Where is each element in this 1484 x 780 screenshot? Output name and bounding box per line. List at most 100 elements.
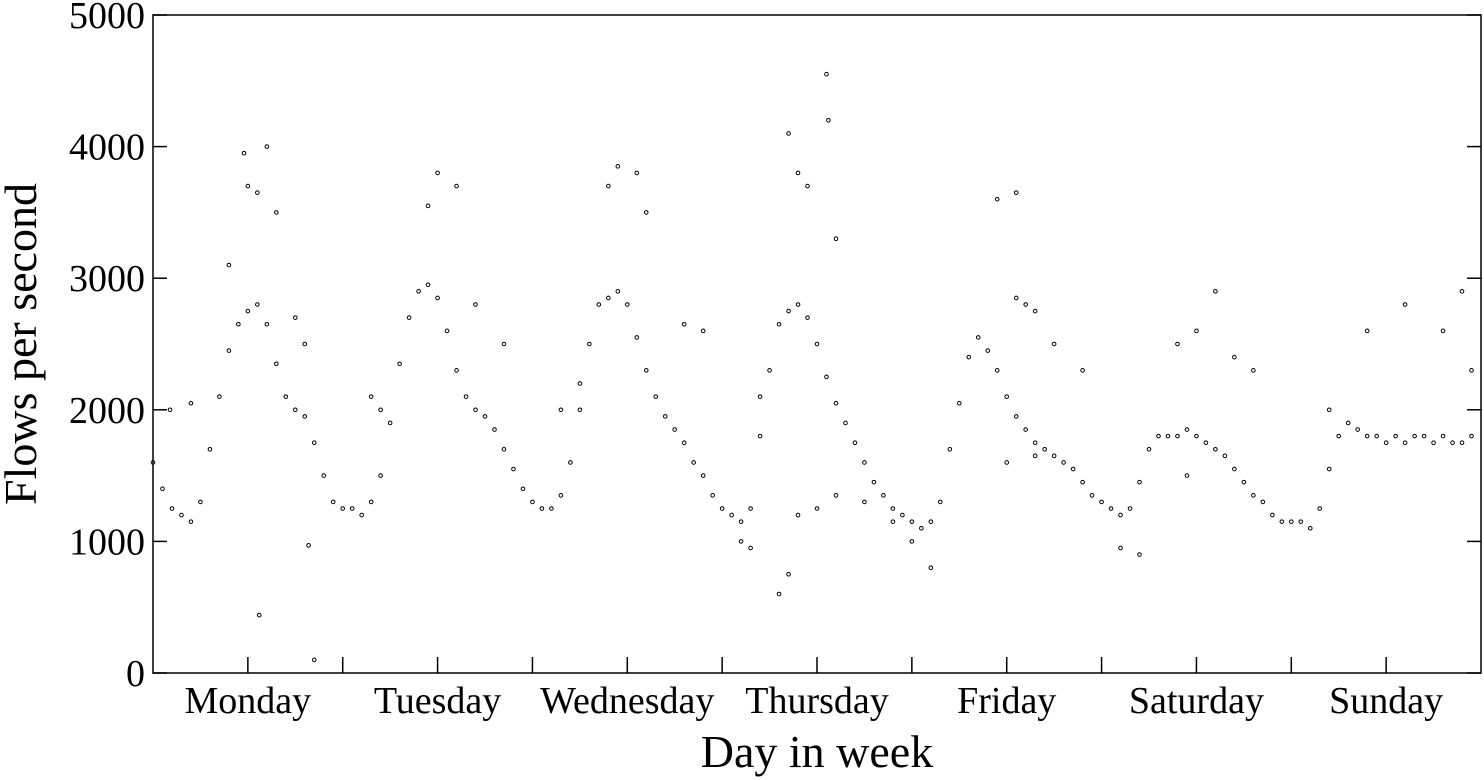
point [1080, 479, 1085, 485]
point [852, 440, 858, 446]
point [1469, 368, 1474, 373]
point [217, 394, 222, 399]
point [241, 150, 247, 156]
point [207, 446, 213, 452]
x-tick-label: Sunday [1329, 680, 1443, 722]
point [890, 519, 896, 524]
y-tick-label: 5000 [69, 0, 145, 37]
point [1355, 427, 1360, 432]
point [662, 414, 668, 419]
point [975, 335, 981, 340]
point [1042, 446, 1047, 452]
point [425, 282, 431, 288]
point [748, 545, 753, 551]
point [643, 368, 649, 373]
point [824, 374, 829, 380]
point [1326, 466, 1332, 472]
point [226, 262, 232, 268]
point [188, 400, 194, 406]
point [833, 236, 839, 242]
point [539, 506, 545, 511]
point [256, 612, 262, 618]
point [1004, 460, 1010, 465]
point [795, 170, 801, 176]
point [653, 394, 659, 399]
point [1137, 479, 1142, 485]
point [1251, 493, 1256, 498]
point [805, 183, 810, 189]
point [1222, 453, 1228, 459]
point [615, 289, 621, 294]
point [1175, 341, 1180, 347]
point [1032, 440, 1038, 446]
point [833, 400, 839, 406]
point [805, 315, 810, 320]
point [700, 328, 706, 334]
point [274, 361, 279, 367]
point [368, 499, 374, 505]
point [966, 354, 972, 360]
point [1023, 427, 1028, 432]
point [321, 473, 327, 478]
point [530, 499, 535, 505]
point [264, 144, 270, 149]
point [757, 394, 763, 399]
point [738, 539, 744, 544]
point [1146, 446, 1152, 452]
point [1402, 440, 1408, 446]
point [1383, 440, 1389, 446]
point [615, 164, 621, 169]
point [435, 170, 440, 176]
point [786, 131, 791, 136]
point [681, 440, 687, 446]
point [786, 572, 791, 577]
point [1421, 433, 1427, 439]
point [1345, 420, 1351, 426]
point [1127, 506, 1133, 511]
point [1364, 328, 1370, 334]
point [1013, 414, 1019, 419]
point [1108, 506, 1114, 511]
point [311, 440, 317, 446]
point [1032, 308, 1038, 314]
point [306, 543, 311, 548]
point [1364, 433, 1370, 439]
point [340, 506, 346, 511]
point [928, 565, 934, 571]
point [558, 493, 564, 498]
point [1061, 460, 1066, 465]
point [938, 499, 943, 505]
point [368, 394, 374, 399]
point [985, 348, 991, 353]
point [568, 460, 573, 465]
point [947, 446, 953, 452]
point [1232, 354, 1237, 360]
point [757, 433, 763, 439]
point [198, 499, 203, 505]
point [1099, 499, 1104, 505]
point [454, 183, 459, 189]
point [425, 203, 431, 209]
point [928, 519, 934, 524]
point [738, 519, 744, 524]
point [255, 302, 260, 307]
point [1374, 433, 1379, 439]
point [862, 499, 867, 505]
point [1213, 446, 1218, 452]
point [1051, 341, 1057, 347]
point [150, 460, 156, 465]
point [292, 315, 298, 320]
point [397, 361, 402, 367]
y-axis-label: Flows per second [0, 183, 46, 505]
point [814, 506, 820, 511]
point [473, 407, 478, 413]
point [1051, 453, 1057, 459]
point [311, 657, 317, 663]
point [160, 486, 165, 492]
point [1317, 506, 1323, 511]
point [871, 479, 877, 485]
point [681, 321, 687, 327]
point [302, 414, 308, 419]
plot-frame [152, 14, 1482, 674]
